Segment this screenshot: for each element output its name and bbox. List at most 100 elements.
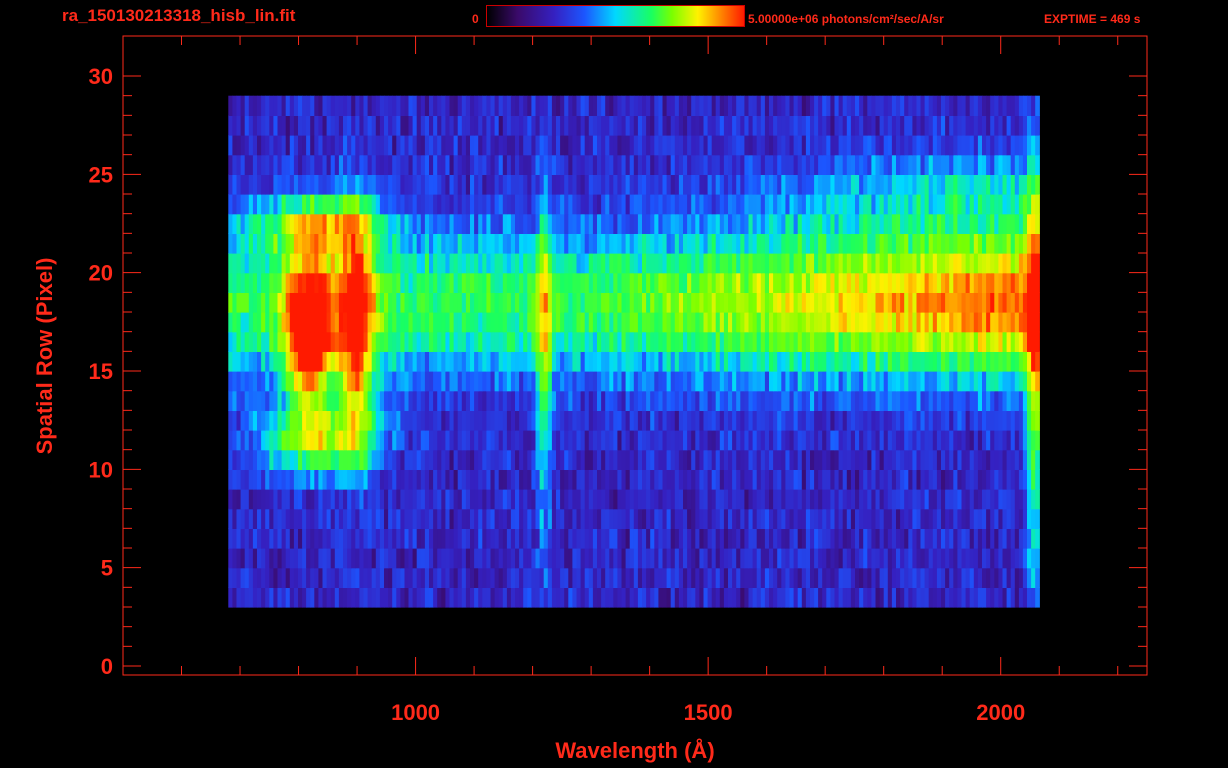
heatmap-cell [658, 272, 664, 293]
heatmap-cell [1006, 449, 1012, 470]
heatmap-cell [506, 567, 512, 588]
heatmap-cell [597, 567, 602, 588]
heatmap-cell [732, 567, 737, 588]
heatmap-cell [953, 508, 958, 529]
heatmap-cell [674, 154, 680, 175]
heatmap-cell [302, 312, 307, 333]
heatmap-cell [773, 272, 778, 293]
heatmap-cell [896, 567, 901, 588]
heatmap-cell [961, 528, 967, 549]
heatmap-cell [535, 253, 541, 274]
heatmap-cell [597, 469, 602, 490]
heatmap-cell [510, 469, 516, 490]
heatmap-cell [298, 548, 303, 569]
heatmap-cell [969, 115, 975, 136]
heatmap-cell [457, 410, 463, 431]
heatmap-cell [568, 233, 573, 254]
heatmap-cell [461, 587, 467, 608]
heatmap-cell [699, 154, 705, 175]
heatmap-cell [244, 489, 250, 510]
heatmap-cell [703, 272, 709, 293]
heatmap-cell [298, 95, 303, 116]
heatmap-cell [842, 331, 848, 352]
heatmap-cell [461, 213, 467, 234]
heatmap-cell [1006, 351, 1012, 372]
heatmap-cell [797, 371, 803, 392]
heatmap-cell [891, 489, 897, 510]
heatmap-cell [531, 410, 537, 431]
heatmap-cell [740, 272, 745, 293]
heatmap-cell [953, 272, 958, 293]
heatmap-cell [642, 489, 647, 510]
heatmap-cell [625, 390, 631, 411]
heatmap-cell [416, 135, 422, 156]
heatmap-cell [375, 508, 381, 529]
heatmap-cell [1014, 351, 1020, 372]
heatmap-cell [769, 213, 774, 234]
heatmap-cell [728, 410, 733, 431]
heatmap-cell [719, 449, 725, 470]
heatmap-cell [465, 449, 471, 470]
heatmap-cell [445, 430, 451, 451]
heatmap-cell [474, 331, 479, 352]
heatmap-cell [519, 272, 524, 293]
heatmap-cell [515, 115, 520, 136]
heatmap-cell [523, 154, 528, 175]
heatmap-cell [850, 331, 856, 352]
heatmap-cell [285, 469, 291, 490]
heatmap-cell [1035, 528, 1040, 549]
heatmap-cell [883, 154, 889, 175]
heatmap-cell [551, 449, 557, 470]
heatmap-cell [359, 469, 365, 490]
heatmap-cell [228, 272, 233, 293]
heatmap-cell [769, 253, 774, 274]
heatmap-cell [629, 331, 635, 352]
heatmap-cell [871, 371, 877, 392]
heatmap-cell [437, 331, 442, 352]
heatmap-cell [355, 567, 360, 588]
heatmap-cell [494, 194, 500, 215]
heatmap-cell [932, 233, 938, 254]
heatmap-cell [687, 213, 692, 234]
heatmap-cell [560, 587, 565, 608]
heatmap-cell [285, 430, 291, 451]
heatmap-cell [756, 233, 762, 254]
heatmap-cell [601, 469, 606, 490]
heatmap-cell [441, 154, 446, 175]
heatmap-cell [547, 272, 553, 293]
heatmap-cell [691, 213, 696, 234]
heatmap-cell [625, 548, 631, 569]
heatmap-cell [482, 194, 487, 215]
heatmap-cell [924, 213, 930, 234]
heatmap-cell [986, 194, 991, 215]
heatmap-cell [789, 292, 795, 313]
heatmap-cell [883, 469, 889, 490]
heatmap-cell [875, 115, 881, 136]
heatmap-cell [506, 390, 512, 411]
heatmap-cell [920, 528, 926, 549]
heatmap-cell [744, 410, 750, 431]
heatmap-cell [449, 331, 455, 352]
heatmap-cell [572, 548, 578, 569]
heatmap-cell [805, 312, 811, 333]
heatmap-cell [617, 194, 623, 215]
heatmap-cell [834, 469, 840, 490]
heatmap-cell [330, 272, 336, 293]
heatmap-cell [584, 548, 590, 569]
heatmap-cell [429, 154, 434, 175]
heatmap-cell [379, 253, 385, 274]
heatmap-cell [916, 528, 922, 549]
heatmap-cell [670, 390, 676, 411]
heatmap-cell [306, 548, 311, 569]
heatmap-cell [240, 430, 246, 451]
heatmap-cell [564, 371, 569, 392]
heatmap-cell [347, 528, 352, 549]
heatmap-cell [273, 371, 279, 392]
heatmap-cell [609, 331, 614, 352]
heatmap-cell [359, 213, 365, 234]
heatmap-cell [965, 115, 971, 136]
heatmap-cell [850, 489, 856, 510]
heatmap-cell [855, 430, 860, 451]
heatmap-cell [310, 115, 315, 136]
heatmap-cell [236, 312, 242, 333]
